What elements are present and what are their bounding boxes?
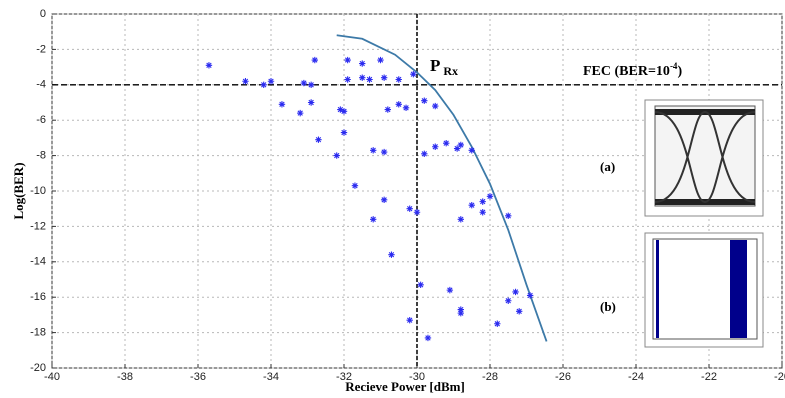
data-point (403, 105, 409, 111)
y-tick-label: -8 (36, 150, 46, 162)
data-point (432, 103, 438, 109)
data-point (308, 82, 314, 88)
chart: Log(BER) Recieve Power [dBm] PRx FEC (BE… (0, 0, 785, 398)
data-point (315, 136, 321, 142)
data-point (206, 62, 212, 68)
data-point (359, 75, 365, 81)
data-point (505, 213, 511, 219)
x-tick-label: -20 (774, 371, 785, 383)
data-point (527, 292, 533, 298)
data-point (381, 197, 387, 203)
data-point (366, 76, 372, 82)
y-tick-label: -4 (36, 79, 46, 91)
data-point (341, 108, 347, 114)
data-point (370, 216, 376, 222)
data-point (512, 289, 518, 295)
data-point (410, 71, 416, 77)
data-point (417, 282, 423, 288)
data-point (421, 151, 427, 157)
inset-eye-diagram (645, 100, 763, 216)
x-tick-label: -22 (701, 371, 717, 383)
y-tick-label: -10 (30, 185, 46, 197)
data-point (494, 321, 500, 327)
data-point (344, 76, 350, 82)
fec-text: FEC (BER=10 (583, 64, 670, 79)
x-tick-label: -24 (628, 371, 644, 383)
data-point (370, 147, 376, 153)
data-point (388, 252, 394, 258)
data-point (297, 110, 303, 116)
data-point (480, 209, 486, 215)
data-point (469, 202, 475, 208)
y-tick-label: -20 (30, 362, 46, 374)
x-tick-label: -34 (263, 371, 279, 383)
fec-label: FEC (BER=10-4) (583, 61, 682, 79)
data-point (396, 76, 402, 82)
y-tick-label: -16 (30, 291, 46, 303)
prx-sub: Rx (443, 64, 458, 78)
inset-label: (b) (600, 299, 616, 314)
inset-label: (a) (600, 159, 615, 174)
data-point (334, 152, 340, 158)
x-tick-label: -36 (190, 371, 206, 383)
data-point (505, 298, 511, 304)
prx-main: P (430, 56, 440, 75)
data-point (458, 310, 464, 316)
y-tick-label: -6 (36, 114, 46, 126)
data-point (242, 78, 248, 84)
fec-close: ) (677, 64, 682, 79)
data-point (385, 106, 391, 112)
x-tick-label: -38 (117, 371, 133, 383)
data-point (469, 147, 475, 153)
data-point (381, 149, 387, 155)
data-point (432, 144, 438, 150)
data-point (421, 98, 427, 104)
data-point (268, 78, 274, 84)
data-point (308, 99, 314, 105)
data-point (396, 101, 402, 107)
data-point (301, 80, 307, 86)
data-point (377, 57, 383, 63)
y-tick-label: -18 (30, 327, 46, 339)
y-tick-label: -2 (36, 43, 46, 55)
data-point (312, 57, 318, 63)
data-point (443, 140, 449, 146)
data-point (344, 57, 350, 63)
y-tick-label: 0 (40, 8, 46, 20)
data-point (480, 198, 486, 204)
data-point (458, 216, 464, 222)
x-tick-label: -40 (44, 371, 60, 383)
data-point (425, 335, 431, 341)
data-point (359, 60, 365, 66)
data-point (407, 206, 413, 212)
inset-pulse (645, 233, 763, 347)
data-point (458, 142, 464, 148)
x-tick-label: -26 (555, 371, 571, 383)
x-axis-label: Recieve Power [dBm] (345, 379, 465, 394)
data-point (261, 82, 267, 88)
x-tick-label: -32 (336, 371, 352, 383)
data-point (341, 129, 347, 135)
data-point (487, 193, 493, 199)
data-point (447, 287, 453, 293)
x-tick-label: -30 (409, 371, 425, 383)
y-axis-label: Log(BER) (11, 162, 26, 219)
y-tick-label: -12 (30, 220, 46, 232)
data-point (381, 75, 387, 81)
data-point (352, 182, 358, 188)
data-point (414, 209, 420, 215)
data-point (407, 317, 413, 323)
x-tick-label: -28 (482, 371, 498, 383)
data-point (516, 308, 522, 314)
y-tick-label: -14 (30, 256, 46, 268)
data-point (279, 101, 285, 107)
